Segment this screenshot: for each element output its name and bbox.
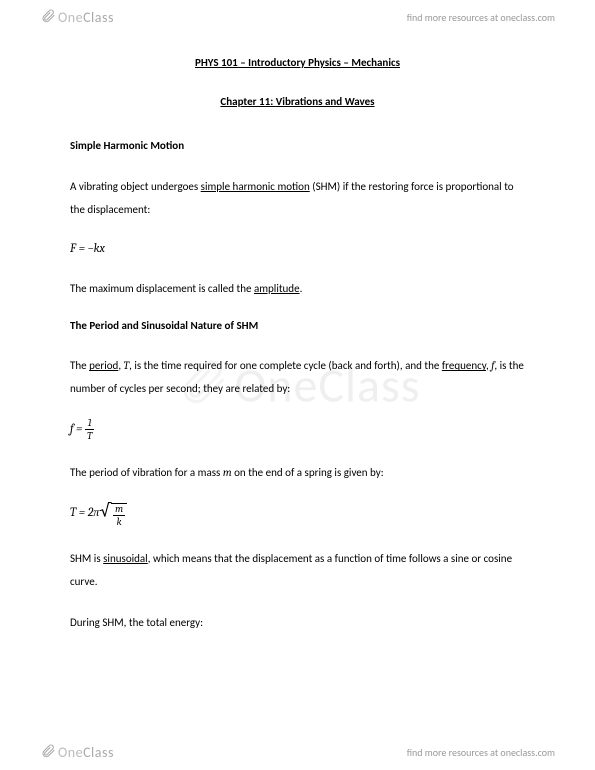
header-tagline: find more resources at oneclass.com bbox=[407, 11, 555, 24]
brand-name: OneClass bbox=[58, 744, 114, 761]
formula-hookes-law: F = −kx bbox=[70, 239, 525, 257]
paragraph: During SHM, the total energy: bbox=[70, 611, 525, 634]
brand-logo: OneClass bbox=[40, 8, 114, 27]
formula-frequency: f = 1T bbox=[70, 418, 525, 441]
paragraph: A vibrating object undergoes simple harm… bbox=[70, 175, 525, 221]
chapter-heading: Chapter 11: Vibrations and Waves bbox=[70, 94, 525, 111]
section-heading-period: The Period and Sinusoidal Nature of SHM bbox=[70, 318, 525, 335]
paperclip-icon bbox=[40, 743, 56, 762]
paperclip-icon bbox=[40, 8, 56, 27]
page-header: OneClass find more resources at oneclass… bbox=[0, 0, 595, 35]
brand-name: OneClass bbox=[58, 9, 114, 26]
footer-tagline: find more resources at oneclass.com bbox=[407, 746, 555, 759]
page-footer: OneClass find more resources at oneclass… bbox=[0, 735, 595, 770]
paragraph: SHM is sinusoidal, which means that the … bbox=[70, 547, 525, 593]
paragraph: The period of vibration for a mass m on … bbox=[70, 461, 525, 484]
paragraph: The period, T, is the time required for … bbox=[70, 354, 525, 400]
document-body: PHYS 101 – Introductory Physics – Mechan… bbox=[70, 55, 525, 652]
course-title: PHYS 101 – Introductory Physics – Mechan… bbox=[70, 55, 525, 72]
section-heading-shm: Simple Harmonic Motion bbox=[70, 138, 525, 155]
paragraph: The maximum displacement is called the a… bbox=[70, 277, 525, 300]
formula-period-spring: T = 2π√mk bbox=[70, 503, 525, 527]
brand-logo: OneClass bbox=[40, 743, 114, 762]
